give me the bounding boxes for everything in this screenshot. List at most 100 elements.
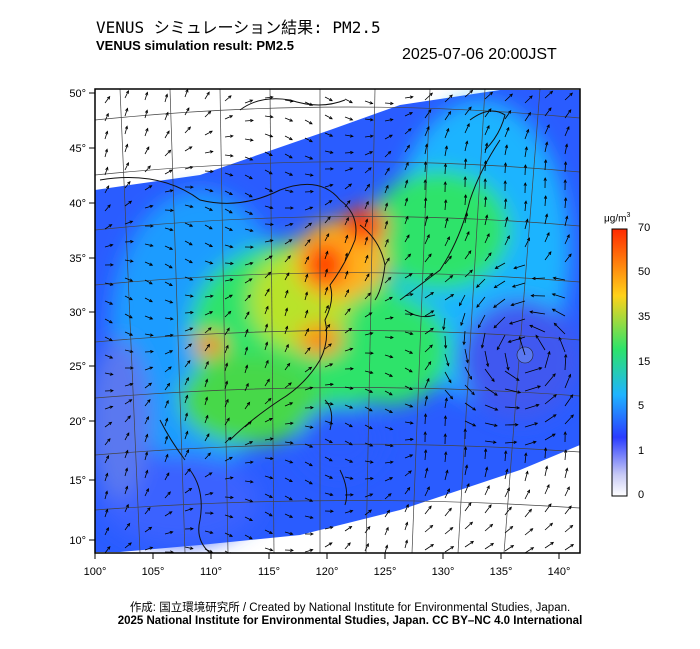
- wind-vector-shaft: [404, 438, 414, 441]
- wind-vector-head: [528, 508, 532, 513]
- wind-vector-shaft: [524, 129, 529, 140]
- wind-vector-shaft: [144, 366, 153, 371]
- wind-vector-shaft: [124, 432, 130, 441]
- wind-vector-shaft: [564, 414, 574, 425]
- wind-vector-shaft: [124, 486, 128, 495]
- wind-vector-shaft: [404, 504, 409, 513]
- wind-vector-head: [145, 127, 149, 132]
- wind-vector-shaft: [184, 204, 193, 208]
- wind-vector-shaft: [464, 213, 468, 224]
- wind-vector-head: [307, 347, 311, 351]
- wind-vector-head: [424, 143, 429, 148]
- wind-vector-head: [229, 191, 234, 196]
- wind-vector-head: [405, 161, 409, 166]
- wind-vector-shaft: [384, 390, 393, 396]
- wind-vector-head: [504, 450, 508, 455]
- wind-vector-shaft: [424, 486, 430, 497]
- wind-vector-head: [189, 204, 194, 208]
- wind-vector-head: [429, 344, 433, 349]
- wind-vector-head: [168, 511, 173, 515]
- wind-vector-head: [503, 162, 508, 166]
- wind-vector-shaft: [184, 312, 194, 314]
- wind-vector-shaft: [184, 89, 189, 98]
- lon-tick-label: 110°: [200, 566, 222, 578]
- wind-vector-shaft: [504, 450, 507, 462]
- colorbar-gradient: [611, 228, 628, 497]
- wind-vector-head: [563, 431, 567, 435]
- wind-vector-head: [409, 112, 414, 116]
- wind-vector-shaft: [244, 138, 253, 141]
- wind-vector-head: [544, 141, 549, 146]
- wind-vector-shaft: [564, 544, 574, 551]
- wind-vector-shaft: [404, 234, 410, 243]
- wind-vector-head: [328, 200, 333, 204]
- wind-vector-shaft: [552, 308, 566, 317]
- wind-vector-head: [486, 124, 490, 129]
- wind-vector-shaft: [364, 167, 372, 174]
- wind-vector-shaft: [564, 449, 567, 461]
- wind-vector-head: [228, 95, 232, 99]
- wind-vector-head: [446, 236, 450, 240]
- wind-vector-shaft: [144, 452, 148, 461]
- wind-vector-head: [530, 547, 535, 551]
- wind-vector-head: [428, 253, 432, 258]
- lon-tick-label: 120°: [316, 566, 339, 578]
- wind-vector-shaft: [304, 461, 313, 467]
- wind-vector-head: [446, 362, 450, 367]
- wind-vector-head: [459, 302, 463, 307]
- wind-vector-head: [369, 370, 374, 374]
- wind-vector-shaft: [564, 505, 572, 515]
- wind-vector-head: [249, 262, 254, 266]
- wind-vector-shaft: [464, 384, 475, 395]
- wind-vector-head: [289, 478, 293, 482]
- wind-vector-head: [443, 181, 447, 185]
- wind-vector-shaft: [444, 470, 448, 481]
- wind-vector-shaft: [404, 331, 413, 335]
- wind-vector-head: [486, 485, 490, 489]
- wind-vector-head: [210, 511, 214, 515]
- wind-vector-head: [428, 109, 432, 113]
- wind-vector-shaft: [484, 160, 487, 172]
- wind-vector-shaft: [484, 233, 490, 244]
- wind-vector-shaft: [344, 510, 353, 514]
- wind-vector-shaft: [304, 137, 313, 143]
- wind-vector-head: [187, 126, 192, 131]
- wind-vector-shaft: [144, 488, 149, 497]
- wind-vector-head: [209, 130, 213, 134]
- wind-vector-head: [532, 440, 537, 444]
- wind-vector-shaft: [304, 119, 313, 125]
- wind-vector-head: [344, 252, 349, 257]
- wind-vector-shaft: [224, 279, 233, 282]
- wind-vector-shaft: [164, 350, 173, 355]
- wind-vector-head: [494, 407, 499, 411]
- wind-vector-head: [558, 336, 562, 341]
- wind-vector-head: [305, 309, 309, 314]
- wind-vector-shaft: [324, 96, 333, 102]
- wind-vector-head: [166, 472, 170, 477]
- wind-vector-shaft: [244, 262, 253, 266]
- wind-vector-head: [389, 316, 394, 320]
- wind-vector-shaft: [324, 251, 328, 260]
- wind-vector-shaft: [384, 527, 389, 536]
- wind-vector-shaft: [504, 545, 514, 552]
- wind-vector-shaft: [404, 540, 408, 549]
- wind-vector-shaft: [264, 418, 273, 423]
- wind-vector-shaft: [184, 126, 191, 134]
- wind-vector-head: [165, 111, 169, 116]
- wind-vector-head: [430, 327, 434, 332]
- wind-vector-shaft: [204, 379, 208, 388]
- wind-vector-head: [127, 415, 131, 420]
- wind-vector-shaft: [104, 318, 113, 324]
- wind-vector-shaft: [404, 487, 411, 495]
- wind-vector-head: [309, 498, 314, 502]
- wind-vector-head: [427, 361, 432, 365]
- wind-vector-shaft: [304, 549, 313, 553]
- wind-vector-shaft: [424, 544, 434, 551]
- wind-vector-head: [410, 312, 414, 316]
- wind-vector-head: [463, 194, 468, 198]
- wind-vector-shaft: [504, 145, 508, 156]
- wind-vector-shaft: [484, 485, 490, 496]
- wind-vector-shaft: [264, 511, 273, 517]
- colorbar-tick-label: 1: [638, 445, 645, 457]
- wind-vector-head: [188, 146, 193, 150]
